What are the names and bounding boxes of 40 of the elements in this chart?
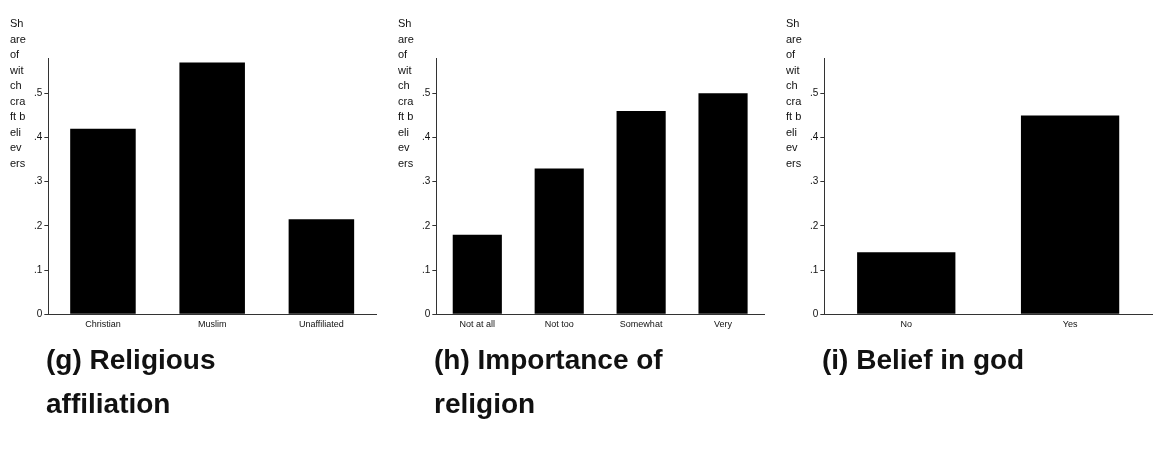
y-tick-label: .1 <box>34 263 43 275</box>
x-tick-label: No <box>900 319 913 330</box>
y-tick-label: .2 <box>422 219 431 231</box>
text: Share of witchcraft believers <box>398 17 414 169</box>
x-tick-label: Somewhat <box>619 319 663 330</box>
y-tick-label: .4 <box>34 131 43 143</box>
y-tick-label: .4 <box>422 131 431 143</box>
text: Share of witchcraft believers <box>10 17 26 169</box>
bar <box>179 62 245 314</box>
y-tick-label: .3 <box>34 175 43 187</box>
bar <box>70 128 136 314</box>
y-tick-label: 0 <box>36 307 43 319</box>
bar <box>534 168 584 314</box>
x-tick-label: Very <box>714 319 733 330</box>
x-tick-label: Yes <box>1062 319 1078 330</box>
y-tick-label: .1 <box>810 263 819 275</box>
x-tick-label: Not too <box>544 319 574 330</box>
y-tick-label: .4 <box>810 131 819 143</box>
text: (g) Religious affiliation <box>46 343 217 421</box>
y-tick-label: .5 <box>810 87 819 99</box>
y-tick-label: .1 <box>422 263 431 275</box>
y-tick-label: .5 <box>34 87 43 99</box>
y-tick-label: .5 <box>422 87 431 99</box>
x-tick-label: Christian <box>85 319 121 330</box>
text: (i) Belief in god <box>822 343 1026 377</box>
text: Share of witchcraft believers <box>786 17 802 169</box>
bar <box>288 219 355 314</box>
bar <box>616 111 666 314</box>
x-tick-label: Unaffiliated <box>298 319 344 330</box>
text: (h) Importance of religion <box>434 343 664 421</box>
y-tick-label: .2 <box>810 219 819 231</box>
x-tick-label: Not at all <box>459 319 496 330</box>
bar <box>452 234 502 314</box>
y-tick-label: .2 <box>34 219 43 231</box>
bar <box>698 93 748 314</box>
y-tick-label: .3 <box>810 175 819 187</box>
y-tick-label: 0 <box>424 307 431 319</box>
x-tick-label: Muslim <box>197 319 227 330</box>
y-tick-label: .3 <box>422 175 431 187</box>
y-tick-label: 0 <box>812 307 819 319</box>
